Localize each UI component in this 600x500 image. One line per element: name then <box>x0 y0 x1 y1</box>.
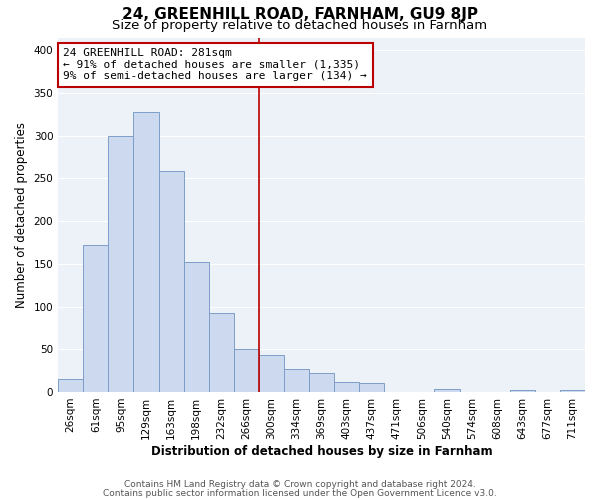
Y-axis label: Number of detached properties: Number of detached properties <box>15 122 28 308</box>
Text: 24 GREENHILL ROAD: 281sqm
← 91% of detached houses are smaller (1,335)
9% of sem: 24 GREENHILL ROAD: 281sqm ← 91% of detac… <box>64 48 367 82</box>
Bar <box>334 382 359 392</box>
Text: Contains public sector information licensed under the Open Government Licence v3: Contains public sector information licen… <box>103 488 497 498</box>
Bar <box>83 245 109 392</box>
Bar <box>510 390 535 392</box>
Text: Size of property relative to detached houses in Farnham: Size of property relative to detached ho… <box>112 18 488 32</box>
Text: 24, GREENHILL ROAD, FARNHAM, GU9 8JP: 24, GREENHILL ROAD, FARNHAM, GU9 8JP <box>122 8 478 22</box>
Bar <box>234 350 259 392</box>
Bar <box>109 136 133 392</box>
Bar <box>158 170 184 392</box>
Bar <box>133 112 158 392</box>
Bar <box>209 312 234 392</box>
Bar <box>309 373 334 392</box>
Bar <box>284 369 309 392</box>
Bar <box>560 390 585 392</box>
Bar <box>359 382 385 392</box>
Bar <box>58 379 83 392</box>
X-axis label: Distribution of detached houses by size in Farnham: Distribution of detached houses by size … <box>151 444 493 458</box>
Text: Contains HM Land Registry data © Crown copyright and database right 2024.: Contains HM Land Registry data © Crown c… <box>124 480 476 489</box>
Bar <box>184 262 209 392</box>
Bar <box>434 390 460 392</box>
Bar <box>259 355 284 392</box>
